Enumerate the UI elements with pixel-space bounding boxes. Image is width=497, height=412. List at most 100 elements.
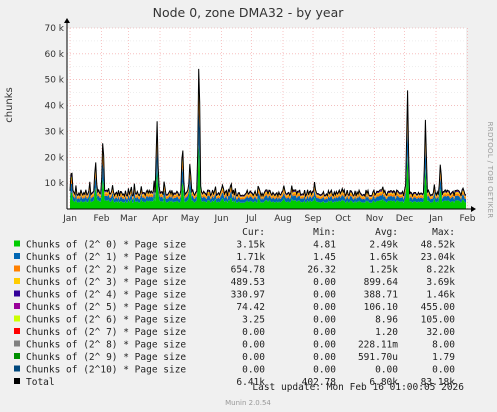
legend-value: 0.00 [313, 327, 336, 338]
legend-series-name: Total [26, 377, 55, 388]
legend-value: 0.00 [313, 340, 336, 351]
legend-value: 0.00 [313, 302, 336, 313]
legend-value: 0.00 [242, 365, 265, 376]
legend-value: 8.22k [426, 265, 455, 276]
legend-swatch [14, 378, 20, 384]
legend-swatch [14, 340, 20, 347]
stacked-area-series [69, 68, 467, 209]
legend-series-name: Chunks of (2^ 5) * Page size [26, 302, 186, 313]
legend-swatch [14, 315, 20, 322]
legend-value: 1.65k [369, 252, 398, 263]
y-tick-label: 20 k [44, 153, 64, 163]
munin-version: Munin 2.0.54 [225, 399, 271, 407]
legend-swatch [14, 265, 20, 272]
legend-series-name: Chunks of (2^10) * Page size [26, 365, 186, 376]
x-tick-label: Mar [120, 214, 137, 224]
legend-header: Cur: [242, 227, 265, 238]
legend: Cur: Min: Avg: Max: Chunks of (2^ 0) * Page … [14, 227, 455, 388]
x-tick-label: Oct [335, 214, 351, 224]
legend-series-name: Chunks of (2^ 2) * Page size [26, 265, 186, 276]
legend-value: 6.80k [369, 377, 398, 388]
legend-value: 0.00 [313, 365, 336, 376]
x-tick-label: Dec [396, 214, 413, 224]
y-tick-label: 40 k [44, 102, 64, 112]
y-tick-label: 10 k [44, 179, 64, 189]
legend-swatch [14, 328, 20, 334]
y-tick-label: 70 k [44, 24, 64, 34]
legend-value: 1.45 [313, 252, 336, 263]
series-area [70, 144, 466, 209]
legend-swatch [14, 278, 20, 284]
legend-swatch [14, 290, 20, 297]
x-tick-label: Aug [274, 214, 292, 224]
x-tick-label: Jun [213, 214, 228, 224]
legend-value: 1.20 [375, 327, 398, 338]
legend-value: 26.32 [307, 265, 336, 276]
total-line [69, 68, 467, 198]
legend-value: 3.69k [426, 277, 455, 288]
legend-series-name: Chunks of (2^ 0) * Page size [26, 240, 186, 251]
chart-title: Node 0, zone DMA32 - by year [153, 5, 345, 20]
legend-value: 1.25k [369, 265, 398, 276]
y-tick-label: 30 k [44, 127, 64, 137]
legend-series-name: Chunks of (2^ 6) * Page size [26, 315, 186, 326]
rrdtool-credit: RRDTOOL / TOBI OETIKER [486, 122, 494, 219]
legend-value: 0.00 [242, 352, 265, 363]
legend-value: 3.25 [242, 315, 265, 326]
legend-value: 8.00 [432, 340, 455, 351]
legend-value: 0.00 [242, 340, 265, 351]
axes: 10 k 20 k 30 k 40 k 50 k 60 k 70 k Jan Feb Mar Apr… [44, 18, 476, 224]
legend-value: 0.00 [313, 352, 336, 363]
x-tick-label: Jul [245, 214, 257, 224]
legend-value: 8.96 [375, 315, 398, 326]
legend-series-name: Chunks of (2^ 4) * Page size [26, 290, 186, 301]
x-tick-label: Feb [460, 214, 476, 224]
legend-value: 32.00 [426, 327, 455, 338]
legend-swatch [14, 365, 20, 372]
legend-value: 330.97 [231, 290, 265, 301]
legend-value: 1.79 [432, 352, 455, 363]
legend-value: 48.52k [421, 240, 456, 251]
legend-value: 402.78 [302, 377, 337, 388]
legend-header: Min: [313, 227, 336, 238]
y-tick-label: 60 k [44, 50, 64, 60]
y-axis-arrow [64, 18, 70, 23]
x-tick-label: Jan [62, 214, 77, 224]
legend-value: 3.15k [236, 240, 265, 251]
legend-value: 899.64 [364, 277, 399, 288]
legend-value: 0.00 [375, 365, 398, 376]
y-axis-label: chunks [4, 87, 15, 123]
legend-value: 2.49k [369, 240, 398, 251]
legend-value: 83.18k [421, 377, 456, 388]
x-axis-arrow [471, 206, 476, 212]
legend-swatch [14, 253, 20, 259]
x-tick-label: Nov [366, 214, 384, 224]
legend-value: 591.70u [358, 352, 398, 363]
legend-value: 4.81 [313, 240, 336, 251]
legend-value: 105.00 [421, 315, 456, 326]
y-tick-label: 50 k [44, 76, 64, 86]
x-tick-label: Sep [305, 214, 322, 224]
legend-swatch [14, 353, 20, 359]
legend-value: 0.00 [313, 277, 336, 288]
legend-series-name: Chunks of (2^ 7) * Page size [26, 327, 186, 338]
legend-series-name: Chunks of (2^ 8) * Page size [26, 340, 186, 351]
legend-swatch [14, 240, 20, 247]
legend-header: Avg: [375, 227, 398, 238]
legend-value: 0.00 [242, 327, 265, 338]
legend-series-name: Chunks of (2^ 3) * Page size [26, 277, 186, 288]
x-tick-label: Jan [428, 214, 443, 224]
legend-swatch [14, 303, 20, 309]
x-tick-label: Apr [152, 214, 168, 224]
last-update: Last update: Mon Feb 16 01:00:05 2026 [252, 382, 464, 393]
legend-value: 388.71 [364, 290, 399, 301]
legend-value: 6.41k [236, 377, 265, 388]
legend-value: 489.53 [231, 277, 265, 288]
legend-value: 228.11m [358, 340, 398, 351]
legend-value: 0.00 [313, 290, 336, 301]
x-tick-label: May [181, 214, 200, 224]
legend-value: 0.00 [313, 315, 336, 326]
legend-value: 106.10 [364, 302, 399, 313]
legend-value: 23.04k [421, 252, 456, 263]
